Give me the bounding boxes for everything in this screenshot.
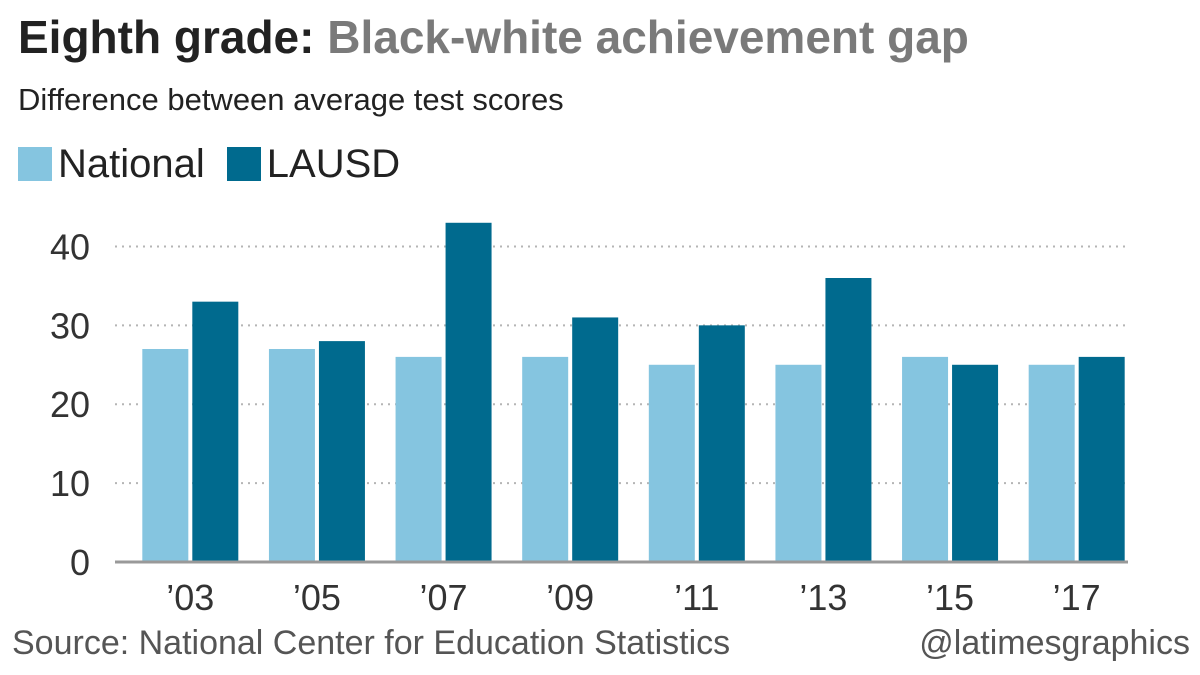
bar-lausd bbox=[572, 317, 619, 562]
legend-item-lausd: LAUSD bbox=[226, 142, 401, 186]
bar-national bbox=[648, 364, 695, 562]
bar-national bbox=[775, 364, 822, 562]
y-tick-label: 20 bbox=[50, 384, 90, 425]
legend: National LAUSD bbox=[18, 144, 422, 184]
bar-lausd bbox=[1078, 356, 1125, 562]
x-tick-label: ’03 bbox=[166, 577, 214, 618]
legend-label-national: National bbox=[58, 142, 205, 186]
y-tick-label: 30 bbox=[50, 305, 90, 346]
x-tick-label: ’11 bbox=[674, 577, 719, 618]
chart-subtitle: Difference between average test scores bbox=[18, 82, 564, 117]
bar-national bbox=[268, 349, 315, 562]
y-tick-label: 10 bbox=[50, 463, 90, 504]
bar-national bbox=[522, 356, 569, 562]
bar-national bbox=[395, 356, 442, 562]
bar-lausd bbox=[318, 341, 365, 562]
x-tick-label: ’15 bbox=[926, 577, 974, 618]
bar-lausd bbox=[445, 222, 492, 562]
bar-national bbox=[142, 349, 189, 562]
x-tick-label: ’05 bbox=[293, 577, 341, 618]
y-tick-label: 0 bbox=[70, 542, 90, 583]
legend-label-lausd: LAUSD bbox=[266, 142, 401, 186]
legend-swatch-lausd bbox=[226, 147, 261, 181]
credit-note: @latimesgraphics bbox=[919, 624, 1190, 662]
bar-national bbox=[902, 356, 949, 562]
bar-lausd bbox=[825, 278, 872, 562]
bar-lausd bbox=[952, 364, 999, 562]
x-tick-label: ’17 bbox=[1053, 577, 1101, 618]
x-tick-label: ’07 bbox=[420, 577, 468, 618]
bar-national bbox=[1028, 364, 1075, 562]
chart-title: Eighth grade: Black-white achievement ga… bbox=[18, 14, 969, 60]
source-note: Source: National Center for Education St… bbox=[12, 624, 731, 662]
chart-title-lead: Eighth grade: bbox=[18, 11, 315, 63]
bar-lausd bbox=[698, 325, 745, 562]
chart-title-rest: Black-white achievement gap bbox=[327, 11, 969, 63]
legend-item-national: National bbox=[18, 144, 205, 184]
bar-lausd bbox=[192, 301, 239, 562]
x-tick-label: ’13 bbox=[799, 577, 847, 618]
y-tick-label: 40 bbox=[50, 226, 90, 267]
x-tick-label: ’09 bbox=[546, 577, 594, 618]
legend-swatch-national bbox=[18, 147, 52, 181]
